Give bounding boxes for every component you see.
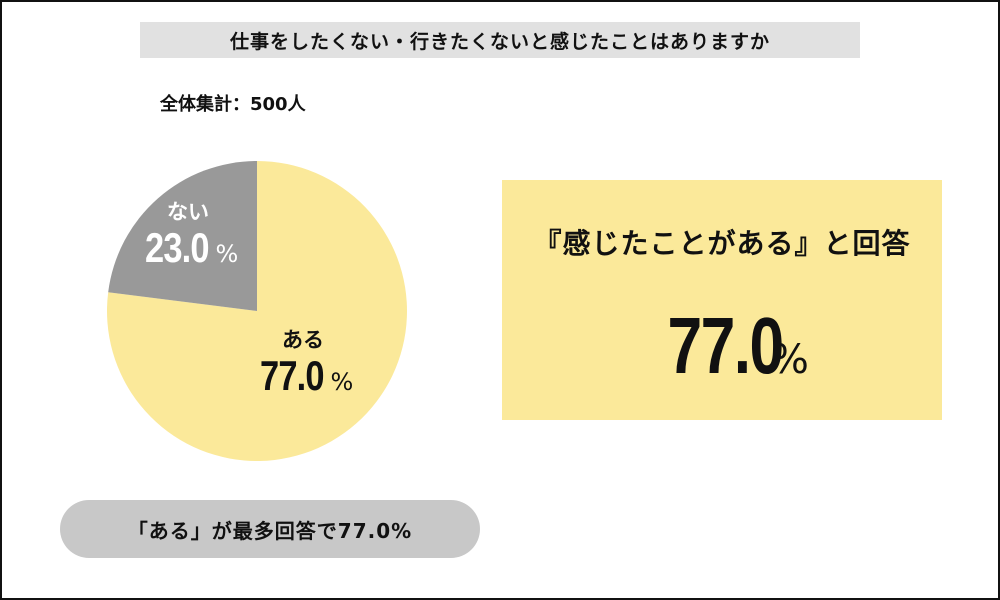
slice-label-aru: ある 77.0%	[238, 330, 368, 397]
sample-size: 全体集計：500人	[160, 94, 306, 115]
question-title-bar: 仕事をしたくない・行きたくないと感じたことはありますか	[140, 22, 860, 58]
pie-chart	[106, 160, 408, 462]
summary-pill: 「ある」が最多回答で77.0%	[60, 500, 480, 558]
pie-svg	[106, 161, 408, 461]
slice-value-nai: 23.0	[144, 224, 210, 271]
highlight-box: 『感じたことがある』と回答 77.0%	[502, 180, 942, 420]
pie-slice-nai	[108, 161, 257, 311]
slice-value-aru: 77.0	[259, 352, 325, 399]
question-title: 仕事をしたくない・行きたくないと感じたことはありますか	[229, 30, 770, 53]
highlight-value-row: 77.0%	[502, 300, 942, 392]
summary-text: 「ある」が最多回答で77.0%	[127, 518, 413, 543]
slice-label-nai: ない 23.0%	[128, 202, 248, 269]
slice-unit-aru: %	[330, 368, 354, 396]
highlight-unit: %	[770, 337, 809, 383]
slice-unit-nai: %	[215, 240, 239, 268]
slice-name-aru: ある	[282, 328, 324, 352]
slice-name-nai: ない	[167, 200, 209, 224]
highlight-value: 77.0	[667, 301, 785, 390]
highlight-heading: 『感じたことがある』と回答	[533, 227, 911, 260]
